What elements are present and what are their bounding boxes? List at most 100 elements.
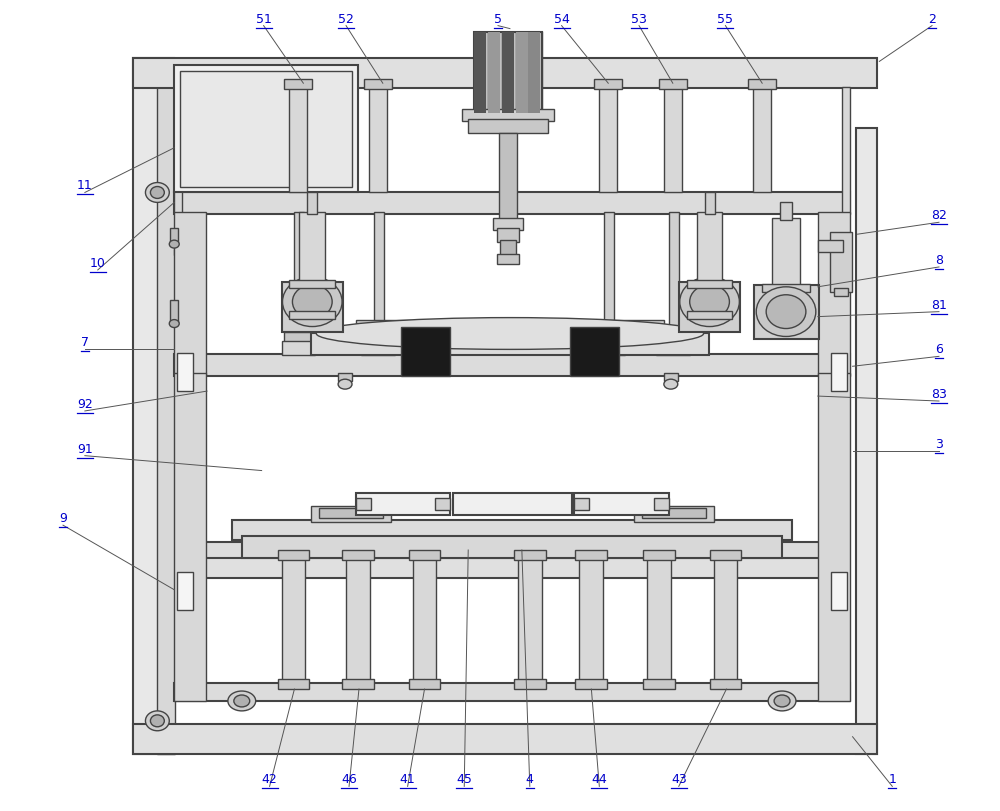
Text: 3: 3	[935, 438, 943, 451]
Bar	[284, 332, 312, 343]
Bar	[642, 508, 706, 518]
Ellipse shape	[664, 380, 678, 389]
Bar	[679, 282, 740, 332]
Bar	[762, 284, 810, 292]
Bar	[499, 133, 517, 222]
Ellipse shape	[145, 182, 169, 203]
Text: 6: 6	[935, 343, 943, 356]
Bar	[514, 679, 546, 689]
Bar	[338, 373, 352, 381]
Bar	[282, 341, 315, 355]
Ellipse shape	[774, 695, 790, 707]
Bar	[762, 315, 810, 323]
Ellipse shape	[338, 380, 352, 389]
Text: 91: 91	[77, 443, 93, 456]
Bar	[502, 32, 514, 113]
Bar	[516, 32, 528, 113]
Ellipse shape	[316, 318, 704, 350]
Bar	[192, 542, 833, 560]
Bar	[570, 327, 619, 376]
Bar	[356, 499, 371, 510]
Bar	[369, 85, 387, 192]
Bar	[462, 109, 554, 121]
Ellipse shape	[234, 695, 250, 707]
Ellipse shape	[169, 240, 179, 248]
Ellipse shape	[283, 277, 342, 327]
Text: 2: 2	[928, 13, 936, 26]
Bar	[842, 88, 850, 214]
Bar	[374, 212, 384, 337]
Bar	[634, 506, 714, 522]
Bar	[659, 332, 687, 343]
Bar	[311, 506, 391, 522]
Text: 53: 53	[631, 13, 647, 26]
Bar	[174, 683, 850, 701]
Text: 41: 41	[400, 774, 416, 787]
Bar	[364, 332, 392, 343]
Bar	[356, 493, 450, 515]
Text: 7: 7	[81, 337, 89, 350]
Bar	[133, 58, 174, 753]
Text: 42: 42	[262, 774, 277, 787]
Bar	[282, 556, 305, 683]
Text: 45: 45	[456, 774, 472, 787]
Text: 82: 82	[931, 209, 947, 222]
Bar	[591, 341, 625, 355]
Bar	[748, 79, 776, 89]
Bar	[697, 212, 722, 284]
Bar	[575, 679, 607, 689]
Bar	[574, 499, 589, 510]
Bar	[488, 32, 500, 113]
Bar	[413, 556, 436, 683]
Bar	[818, 240, 843, 252]
Text: 4: 4	[526, 774, 534, 787]
Bar	[319, 508, 383, 518]
Bar	[654, 499, 669, 510]
Bar	[474, 32, 486, 113]
Bar	[364, 79, 392, 89]
Bar	[133, 58, 877, 88]
Bar	[284, 79, 312, 89]
Bar	[497, 228, 519, 242]
Text: 92: 92	[77, 398, 93, 411]
Bar	[753, 85, 771, 192]
Ellipse shape	[169, 320, 179, 328]
Bar	[133, 723, 877, 753]
Bar	[493, 218, 523, 230]
Bar	[604, 212, 614, 337]
Text: 54: 54	[554, 13, 570, 26]
Ellipse shape	[766, 294, 806, 328]
Bar	[687, 280, 732, 288]
Bar	[157, 58, 175, 753]
Bar	[435, 499, 450, 510]
Bar	[202, 558, 823, 577]
Bar	[174, 249, 204, 255]
Ellipse shape	[680, 277, 739, 327]
Ellipse shape	[228, 691, 256, 711]
Ellipse shape	[690, 285, 729, 319]
Text: 10: 10	[90, 257, 106, 270]
Bar	[594, 79, 622, 89]
Bar	[818, 373, 850, 701]
Ellipse shape	[292, 285, 332, 319]
Bar	[714, 556, 737, 683]
Bar	[659, 79, 687, 89]
Bar	[818, 212, 850, 376]
Bar	[831, 572, 847, 610]
Bar	[497, 254, 519, 264]
Bar	[401, 327, 450, 376]
Bar	[282, 282, 343, 332]
Ellipse shape	[768, 691, 796, 711]
Bar	[342, 679, 374, 689]
Bar	[514, 550, 546, 560]
Text: 11: 11	[77, 179, 93, 192]
Bar	[278, 679, 309, 689]
Bar	[242, 536, 782, 558]
Bar	[643, 550, 675, 560]
Bar	[174, 66, 358, 192]
Bar	[278, 550, 309, 560]
Text: 9: 9	[59, 513, 67, 526]
Bar	[664, 373, 678, 381]
Bar	[294, 212, 304, 337]
Bar	[780, 203, 792, 221]
